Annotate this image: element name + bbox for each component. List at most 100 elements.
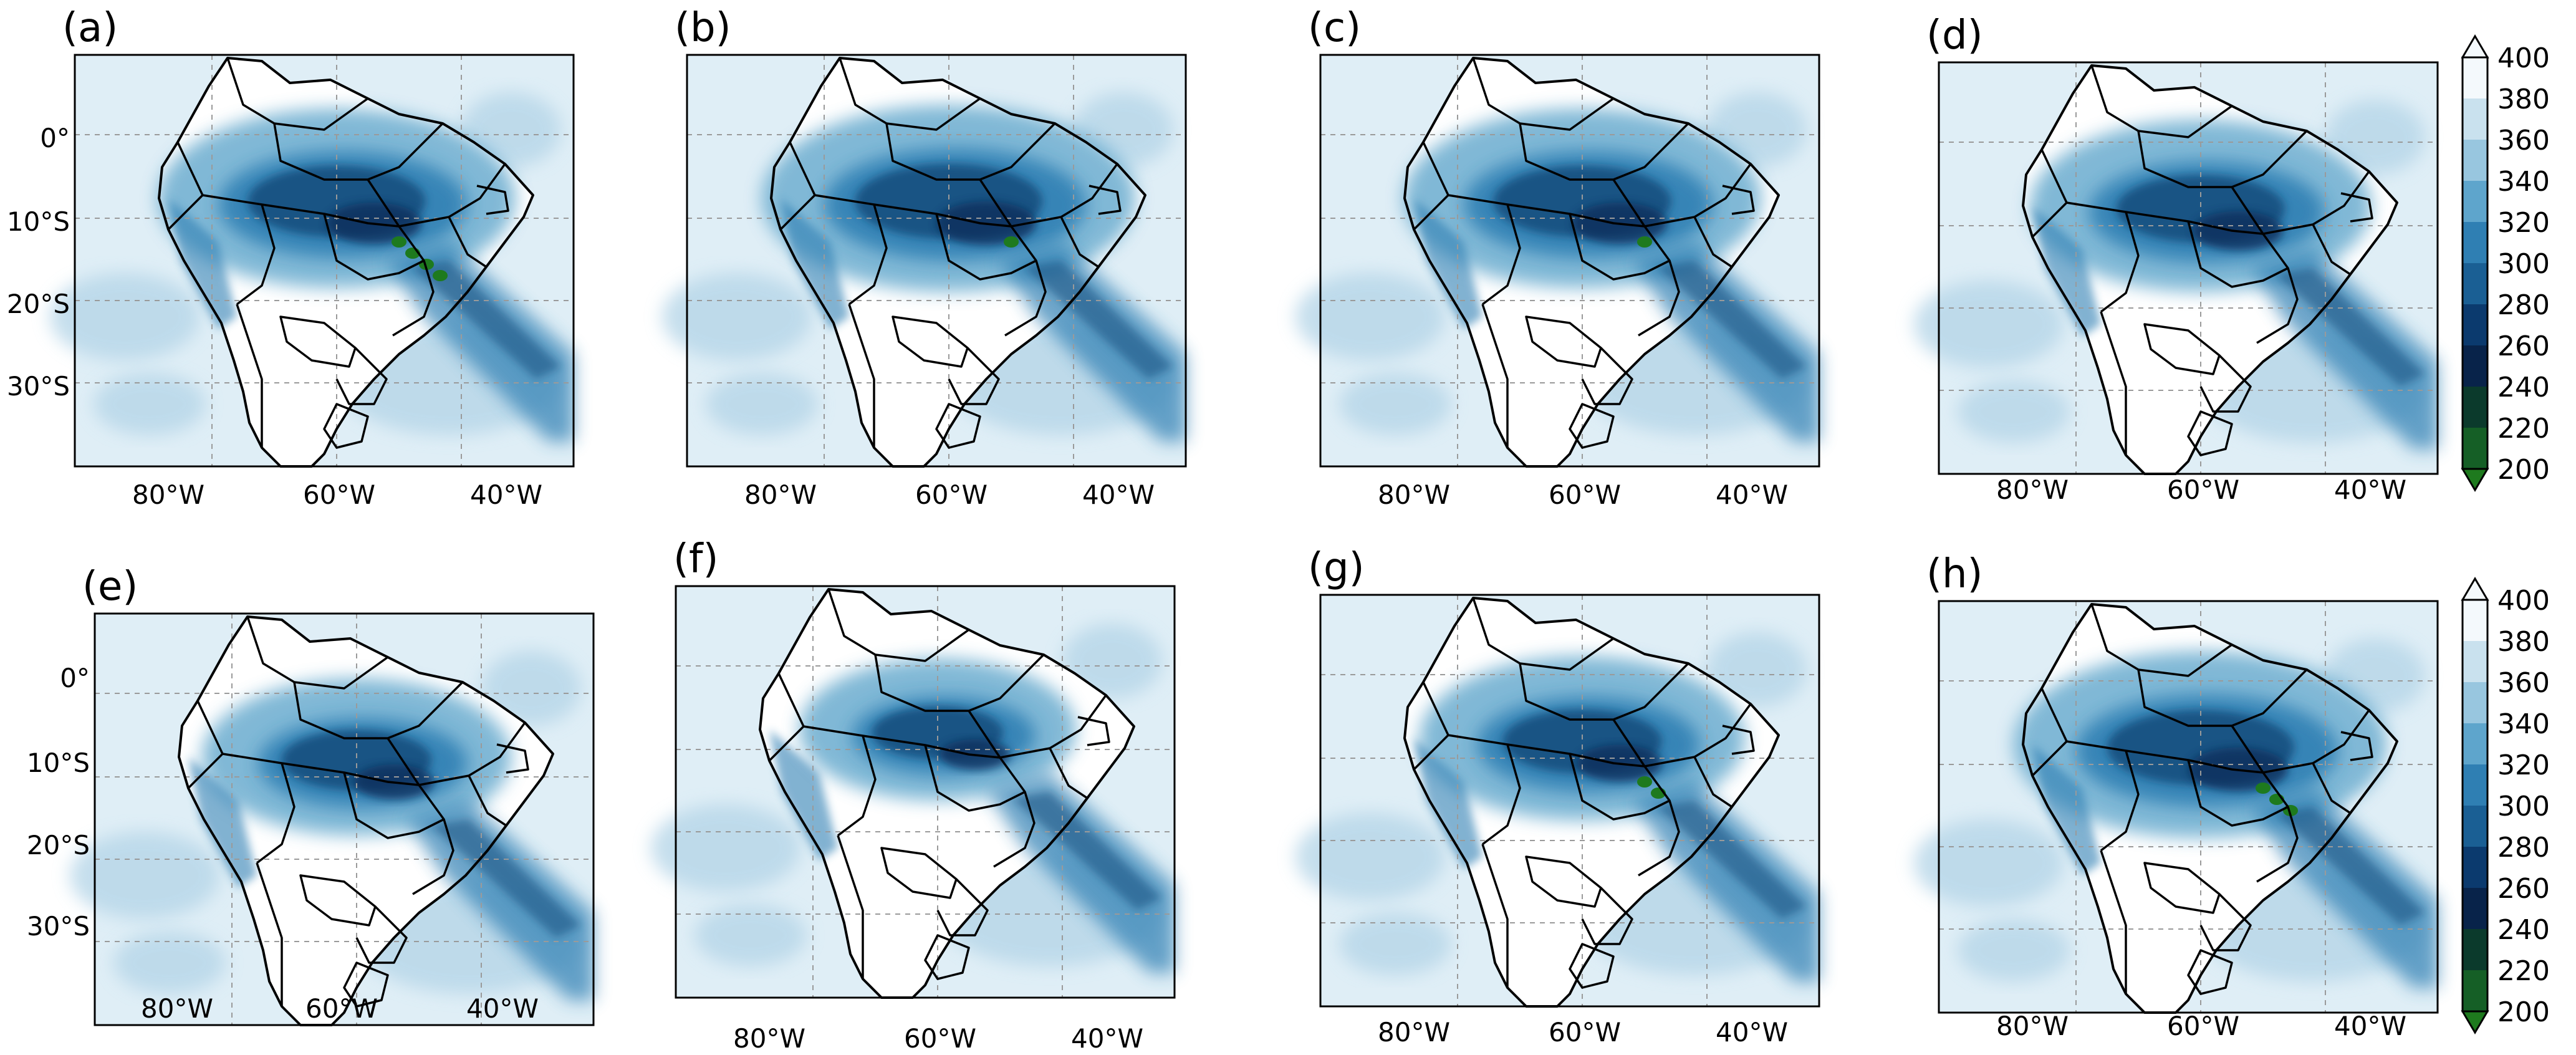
colorbar-segment	[2463, 181, 2487, 223]
country-border	[1693, 756, 1733, 808]
precip-band	[431, 819, 581, 938]
country-border	[1413, 682, 1449, 771]
colorbar-tick: 220	[2497, 413, 2550, 445]
colorbar-segment	[2463, 847, 2487, 889]
lat-tick-label: 30°S	[27, 911, 90, 942]
country-border	[2312, 763, 2351, 814]
country-border	[1638, 765, 1680, 877]
country-border	[279, 316, 357, 368]
lon-tick-label: 60°W	[915, 479, 988, 510]
cloud-patch	[70, 832, 219, 919]
colorbar-tick: 340	[2497, 708, 2550, 740]
axes-frame	[94, 612, 595, 1026]
lon-tick-label: 40°W	[466, 993, 539, 1024]
country-border	[468, 775, 507, 827]
colorbar-tick: 260	[2497, 873, 2550, 905]
country-border	[880, 847, 958, 899]
precip-band	[2276, 807, 2425, 925]
country-border	[2256, 771, 2299, 883]
lon-tick-label: 40°W	[1082, 479, 1155, 510]
lon-tick-label: 40°W	[1071, 1023, 1143, 1054]
cloud-patch	[1958, 380, 2070, 443]
lon-tick-label: 40°W	[1716, 1017, 1788, 1048]
country-border	[2031, 688, 2068, 777]
panel-label: (f)	[673, 536, 718, 582]
panel-e: (e) 0° 10°S 20°S 30°S 80°W 60°W 40°W	[27, 564, 595, 1026]
cloud-patch	[1295, 813, 1445, 900]
colorbar-tick: 380	[2497, 84, 2550, 115]
colorbar-tick: 340	[2497, 166, 2550, 198]
lat-tick-label: 30°S	[7, 371, 70, 402]
country-border	[993, 756, 1036, 868]
country-border	[936, 878, 989, 937]
colorbar-tick: 300	[2497, 248, 2550, 280]
country-border	[1481, 304, 1509, 448]
country-border	[343, 961, 389, 1008]
country-border	[2187, 410, 2233, 456]
country-border	[779, 142, 816, 231]
cloud-patch	[651, 804, 800, 892]
map-panel	[662, 54, 1187, 468]
panel-h: (h) 80°W 60°W 40°W	[1914, 551, 2439, 1041]
country-border	[323, 403, 369, 449]
colorbar-top: 400 380 360 340 320 300 280 260 240 220 …	[2461, 34, 2550, 492]
country-border	[2100, 311, 2127, 455]
cloud-patch	[1914, 281, 2064, 368]
colorbar-segment	[2463, 222, 2487, 264]
lat-tick-label: 20°S	[27, 830, 90, 860]
country-border	[837, 835, 864, 979]
triangle-down-icon	[2461, 468, 2489, 492]
cloud-patch	[1062, 624, 1162, 698]
country-border	[1525, 316, 1602, 368]
cloud-patch	[481, 651, 581, 726]
precip-extreme	[392, 236, 406, 248]
lon-tick-label: 60°W	[305, 993, 378, 1024]
panel-a: (a) 0° 10°S 20°S 30°S 80°W 60°W 40°W	[7, 5, 575, 510]
country-border	[392, 225, 435, 337]
panel-f: (f) 80°W 60°W 40°W	[651, 536, 1176, 1054]
lat-tick-label: 0°	[40, 123, 70, 153]
precip-band	[2032, 206, 2101, 337]
country-border	[1581, 887, 1633, 945]
country-border	[874, 653, 1045, 712]
country-border	[2143, 323, 2221, 375]
panel-b: (b) 80°W 60°W 40°W	[662, 5, 1187, 510]
cloud-patch	[1295, 273, 1445, 360]
country-border	[256, 763, 296, 864]
country-border	[935, 213, 1037, 281]
country-border	[1569, 213, 1670, 281]
country-border	[236, 204, 276, 306]
colorbar-segment	[2463, 600, 2487, 642]
country-border	[1481, 204, 1521, 306]
country-border	[412, 784, 454, 895]
triangle-down-icon	[2461, 1010, 2489, 1034]
panel-d: (d) 80°W 60°W 40°W	[1914, 12, 2439, 505]
colorbar-segment	[2463, 970, 2487, 1012]
colorbar-tick: 300	[2497, 791, 2550, 822]
country-border	[1569, 753, 1670, 821]
country-border	[2340, 192, 2373, 223]
axes-frame	[74, 54, 575, 468]
lat-tick-label: 10°S	[7, 206, 70, 237]
colorbar-tick: 320	[2497, 749, 2550, 781]
precip-extreme	[433, 270, 448, 281]
country-border	[343, 772, 445, 839]
country-border	[1413, 142, 1449, 231]
country-border	[335, 347, 388, 405]
lat-tick-label: 20°S	[7, 289, 70, 319]
lon-tick-label: 60°W	[1549, 1017, 1621, 1048]
country-border	[1060, 216, 1099, 268]
colorbar-bottom: 400 380 360 340 320 300 280 260 240 220 …	[2461, 577, 2550, 1034]
precip-extreme	[1637, 776, 1652, 788]
lon-tick-label: 40°W	[2334, 1011, 2406, 1041]
precip-band	[1414, 738, 1483, 869]
cloud-patch	[1339, 373, 1451, 435]
colorbar-segment	[2463, 99, 2487, 140]
map-panel	[50, 54, 575, 468]
panel-label: (e)	[82, 564, 138, 610]
country-border	[1004, 225, 1047, 337]
axes-frame	[675, 585, 1176, 999]
cloud-patch	[1339, 913, 1451, 975]
country-border	[2100, 850, 2127, 994]
